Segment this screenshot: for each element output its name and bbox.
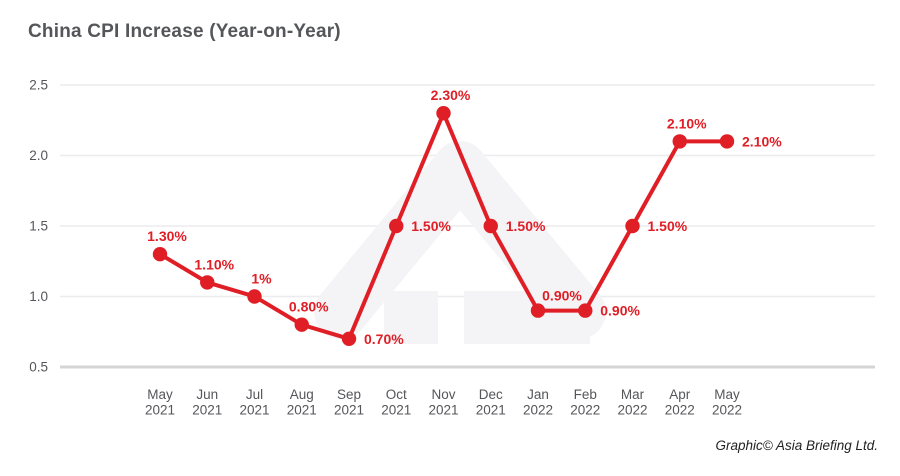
graphic-credit: Graphic© Asia Briefing Ltd.: [715, 438, 878, 453]
data-point: [389, 218, 404, 234]
x-tick-label: Nov 2021: [428, 387, 458, 418]
data-point: [625, 218, 640, 234]
data-series: 1.30% 1.10% 1% 0.80% 0.70% 1.50% 2.30% 1.50% 0.9…: [147, 87, 782, 347]
data-point: [483, 218, 498, 234]
data-point-label: 1%: [251, 271, 272, 287]
data-point-label: 1.30%: [147, 228, 187, 244]
data-point-label: 0.80%: [289, 299, 329, 315]
data-point-label: 1.50%: [648, 218, 688, 234]
data-point-label: 2.10%: [742, 133, 782, 149]
data-point: [152, 247, 168, 262]
x-tick-label: Oct 2021: [381, 387, 411, 418]
data-point-label: 1.10%: [194, 256, 234, 272]
data-point-label: 0.90%: [542, 288, 582, 304]
data-point-label: 2.10%: [667, 115, 707, 131]
x-tick-label: Feb 2022: [570, 387, 600, 418]
x-tick-label: Sep 2021: [334, 387, 364, 418]
y-tick-label: 2.0: [29, 148, 48, 163]
data-point-label: 0.70%: [364, 331, 404, 347]
y-tick-label: 2.5: [29, 78, 48, 93]
x-axis-labels: May 2021 Jun 2021 Jul 2021 Aug 2021 Sep 2021 Oct 20…: [145, 387, 742, 418]
x-tick-label: May 2021: [145, 387, 175, 418]
data-point-label: 1.50%: [506, 218, 546, 234]
y-axis-labels: 2.5 2.0 1.5 1.0 0.5: [29, 78, 48, 375]
x-tick-label: May 2022: [712, 387, 742, 418]
y-tick-label: 0.5: [29, 360, 48, 375]
x-tick-label: Jun 2021: [192, 387, 222, 418]
data-point-label: 2.30%: [431, 87, 471, 103]
y-tick-label: 1.5: [29, 219, 48, 234]
data-point: [719, 134, 735, 149]
data-point: [200, 275, 215, 290]
x-tick-label: Mar 2022: [617, 387, 647, 418]
data-point-label: 1.50%: [411, 218, 451, 234]
data-point: [247, 289, 262, 304]
x-tick-label: Dec 2021: [476, 387, 506, 418]
data-point: [436, 106, 451, 121]
x-tick-label: Aug 2021: [287, 387, 317, 418]
x-tick-label: Jan 2022: [523, 387, 553, 418]
data-point: [530, 303, 546, 318]
chart-title: China CPI Increase (Year-on-Year): [28, 21, 341, 42]
x-tick-label: Apr 2022: [665, 387, 695, 418]
data-point-label: 0.90%: [600, 303, 640, 319]
data-point: [341, 331, 357, 346]
data-point: [578, 303, 593, 318]
y-tick-label: 1.0: [29, 289, 48, 304]
data-point: [294, 317, 309, 332]
x-tick-label: Jul 2021: [239, 387, 269, 418]
data-point: [672, 134, 687, 149]
asia-briefing-watermark-icon: [314, 141, 606, 344]
